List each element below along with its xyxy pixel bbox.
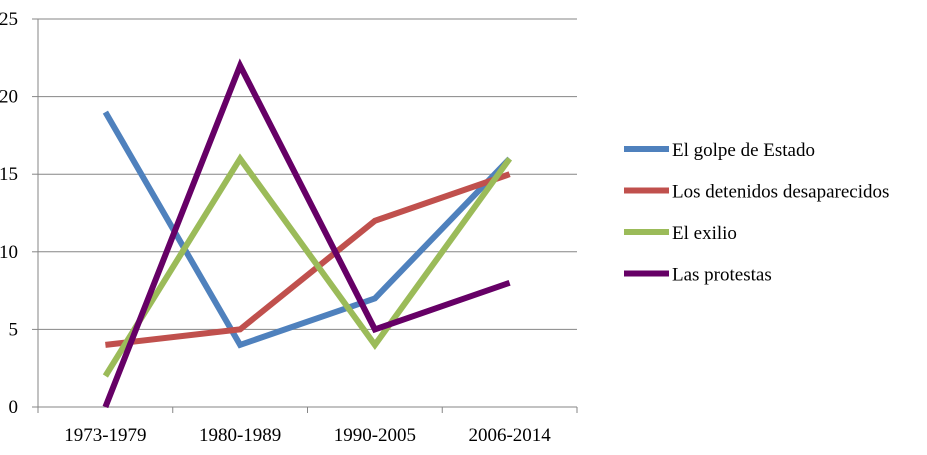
series-line-1 [105,171,511,348]
series-lines [102,58,513,409]
y-tick-labels: 0 5 10 15 20 25 [0,9,18,418]
x-tick-label: 2006-2014 [468,425,551,446]
gridlines [38,18,577,330]
y-tick-label: 25 [0,9,18,30]
series-line-3 [102,58,511,409]
legend-label-0: El golpe de Estado [672,140,815,161]
legend-label-2: El exilio [672,223,737,244]
legend-label-1: Los detenidos desaparecidos [672,182,889,203]
legend: El golpe de Estado Los detenidos desapare… [624,140,889,286]
series-line-0 [102,110,512,349]
series-line-2 [102,153,513,378]
y-tick-label: 5 [9,319,19,340]
x-tick-label: 1973-1979 [64,425,146,446]
y-tick-label: 15 [0,164,18,185]
legend-label-3: Las protestas [672,265,772,286]
y-tick-label: 10 [0,242,18,263]
x-tick-label: 1980-1989 [199,425,281,446]
x-tick-label: 1990-2005 [334,425,416,446]
axes [32,18,578,413]
y-tick-label: 20 [0,87,18,108]
x-tick-labels: 1973-1979 1980-1989 1990-2005 2006-2014 [64,425,551,446]
y-tick-label: 0 [9,397,19,418]
